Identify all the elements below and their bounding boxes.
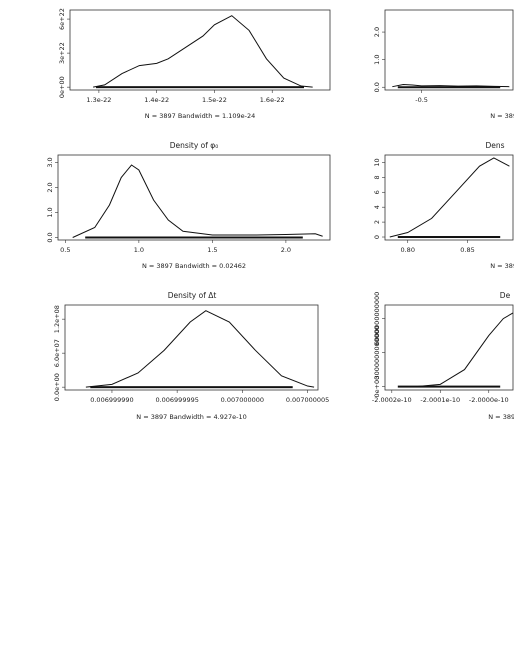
x-axis-caption: N = 3897 B [490, 112, 514, 120]
y-tick-label: 3.0 [46, 157, 54, 167]
rug [90, 386, 293, 389]
y-tick-label: 0e+00 [373, 376, 381, 398]
plot-frame [384, 154, 514, 241]
panel-title: Density of Δt [168, 291, 217, 300]
rug [397, 86, 501, 89]
rug [397, 385, 501, 388]
y-tick-label: 1.0 [46, 207, 54, 217]
y-tick-label: 10 [373, 158, 381, 166]
x-tick-label: 1.3e-22 [86, 96, 111, 104]
rug [85, 236, 303, 239]
panel-title: De [500, 291, 511, 300]
x-tick-label: -2.0001e-10 [420, 396, 460, 404]
x-tick-label: 1.5 [207, 246, 217, 254]
density-curve [415, 312, 514, 388]
x-tick-label: 1.5e-22 [202, 96, 227, 104]
density-curve [392, 83, 510, 88]
y-tick-label: 6e+22 [58, 8, 66, 30]
density-curve [93, 15, 313, 88]
x-tick-label: -0.5 [415, 96, 428, 104]
density-curve [85, 310, 315, 388]
x-tick-label: 1.0 [134, 246, 144, 254]
x-axis-caption: N = 3897 Bandwidth = 1.109e-24 [145, 112, 255, 120]
x-axis-caption: N = 3897 B [490, 262, 514, 270]
plot-frame [64, 304, 319, 391]
density-curve [72, 164, 323, 238]
y-tick-label: 6.0e+07 [53, 339, 61, 367]
plot-frame [384, 9, 514, 91]
y-tick-label: 4 [373, 205, 381, 209]
rug [397, 236, 501, 239]
rug [96, 86, 304, 89]
y-tick-label: 6000000000000 [373, 292, 381, 346]
x-tick-label: 1.4e-22 [144, 96, 169, 104]
y-tick-label: 1.0 [373, 54, 381, 64]
y-tick-label: 2.0 [373, 27, 381, 37]
x-axis-caption: N = 3897 Bandwidth = 4.927e-10 [136, 413, 246, 421]
y-tick-label: 0.0 [373, 82, 381, 92]
density-curve [389, 157, 510, 238]
y-tick-label: 3000000000000 [373, 326, 381, 380]
y-tick-label: 2.0 [46, 182, 54, 192]
x-axis-caption: N = 3897 Ba [488, 413, 514, 421]
x-tick-label: -2.0002e-10 [372, 396, 412, 404]
y-tick-label: 0.0e+00 [53, 373, 61, 401]
plot-frame [69, 9, 331, 91]
plot-frame [384, 304, 514, 391]
y-tick-label: 3e+22 [58, 42, 66, 64]
x-tick-label: 0.85 [460, 246, 474, 254]
x-tick-label: 0.006999995 [155, 396, 198, 404]
plot-frame [57, 154, 331, 241]
x-tick-label: -2.0000e-10 [469, 396, 509, 404]
x-tick-label: 0.80 [400, 246, 414, 254]
y-tick-label: 6 [373, 190, 381, 194]
x-tick-label: 0.5 [60, 246, 70, 254]
y-tick-label: 1.2e+08 [53, 305, 61, 333]
y-tick-label: 0 [373, 235, 381, 239]
x-tick-label: 0.007000005 [286, 396, 329, 404]
x-tick-label: 0.007000000 [221, 396, 264, 404]
y-tick-label: 2 [373, 220, 381, 224]
y-tick-label: 8 [373, 175, 381, 179]
x-tick-label: 0.006999990 [90, 396, 133, 404]
x-axis-caption: N = 3897 Bandwidth = 0.02462 [142, 262, 246, 270]
x-tick-label: 2.0 [281, 246, 291, 254]
panel-title: Density of φ₀ [170, 141, 218, 150]
y-tick-label: 0.0 [46, 232, 54, 242]
x-tick-label: 1.6e-22 [260, 96, 285, 104]
panel-title: Dens [485, 141, 504, 150]
y-tick-label: 0e+00 [58, 76, 66, 98]
